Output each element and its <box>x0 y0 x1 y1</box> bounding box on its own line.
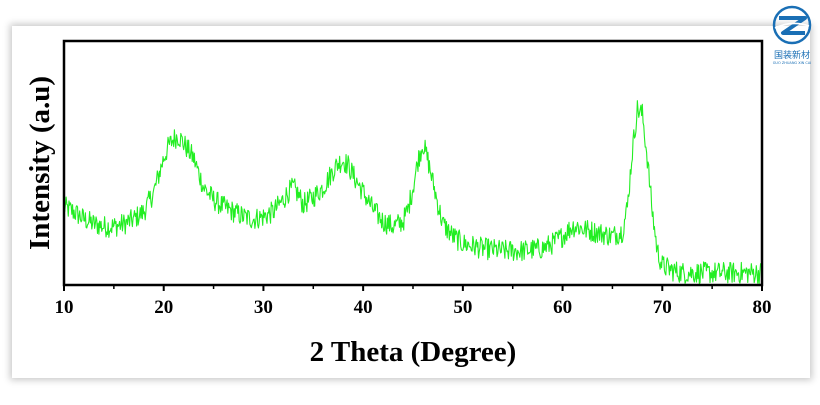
x-tick-label: 40 <box>354 297 373 318</box>
x-tick-label: 10 <box>55 297 74 318</box>
x-tick-label: 70 <box>653 297 672 318</box>
chart-card: 10 20 30 40 50 60 70 80 2 Theta (Degree) Intens… <box>12 26 810 378</box>
brand-logo: 国装新材 GUO ZHUANG XIN CAI <box>768 4 816 70</box>
logo-subtext: GUO ZHUANG XIN CAI <box>772 61 812 65</box>
logo-mark-icon <box>772 5 812 45</box>
series-line <box>63 100 763 285</box>
x-tick-label: 20 <box>154 297 173 318</box>
x-tick-label: 30 <box>254 297 273 318</box>
x-tick-label: 60 <box>553 297 572 318</box>
xrd-chart: 10 20 30 40 50 60 70 80 2 Theta (Degree) Intens… <box>24 39 772 368</box>
x-tick-label: 50 <box>453 297 472 318</box>
x-axis-title: 2 Theta (Degree) <box>310 336 517 368</box>
x-tick-label: 80 <box>753 297 772 318</box>
logo-text: 国装新材 <box>773 51 810 61</box>
y-axis-title: Intensity (a.u) <box>24 76 56 250</box>
